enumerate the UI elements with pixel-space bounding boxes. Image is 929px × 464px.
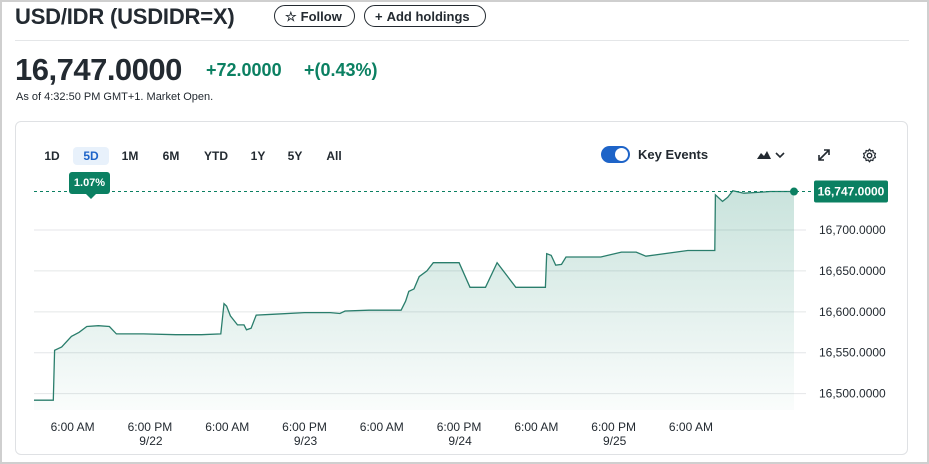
chart-card [15,121,908,455]
range-6m[interactable]: 6M [162,149,180,163]
expand-button[interactable] [814,145,834,165]
chart-type-dropdown[interactable] [754,145,788,165]
header-divider [15,40,909,41]
gear-icon [862,148,876,162]
current-price: 16,747.0000 [15,52,182,87]
toggle-knob [615,148,628,161]
chevron-down-icon [775,152,785,159]
add-holdings-label: Add holdings [386,8,470,24]
market-status: As of 4:32:50 PM GMT+1. Market Open. [16,91,214,103]
price-change: +72.0000 [206,60,282,80]
add-holdings-button[interactable]: + Add holdings [364,5,486,27]
key-events-label: Key Events [638,147,709,162]
range-change-badge: 1.07% [69,172,110,199]
range-ytd[interactable]: YTD [204,149,228,163]
range-5d[interactable]: 5D [73,147,109,165]
expand-icon [818,149,830,161]
price-change-percent: +(0.43%) [304,60,378,80]
range-1m[interactable]: 1M [121,149,139,163]
settings-button[interactable] [858,145,880,165]
range-all[interactable]: All [326,149,342,163]
star-icon: ☆ [285,8,297,24]
range-1d[interactable]: 1D [44,149,60,163]
range-5y[interactable]: 5Y [287,149,303,163]
plus-icon: + [375,8,383,24]
follow-button[interactable]: ☆ Follow [274,5,355,27]
key-events-toggle[interactable] [601,146,630,163]
mountain-chart-icon [757,151,771,159]
page-title: USD/IDR (USDIDR=X) [15,4,235,29]
follow-label: Follow [300,8,342,24]
range-1y[interactable]: 1Y [250,149,266,163]
